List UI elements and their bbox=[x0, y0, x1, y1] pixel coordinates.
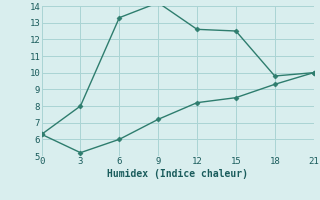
X-axis label: Humidex (Indice chaleur): Humidex (Indice chaleur) bbox=[107, 169, 248, 179]
